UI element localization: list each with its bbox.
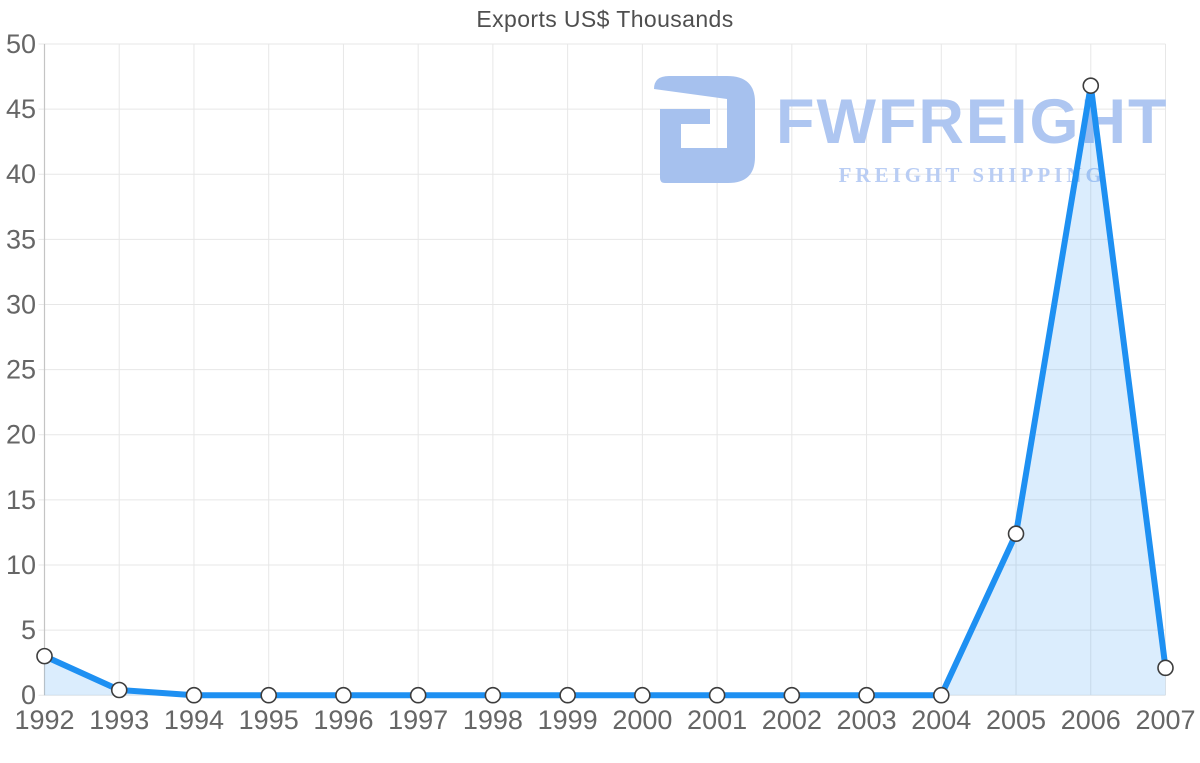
y-axis-label: 35 xyxy=(6,224,36,254)
x-axis-label: 1993 xyxy=(89,705,149,735)
y-axis-label: 30 xyxy=(6,289,36,319)
x-axis-label: 1997 xyxy=(388,705,448,735)
y-axis-label: 15 xyxy=(6,485,36,515)
x-axis-label: 1995 xyxy=(239,705,299,735)
data-point-marker-2002[interactable] xyxy=(783,686,801,704)
y-axis-label: 45 xyxy=(6,94,36,124)
x-axis-label: 1999 xyxy=(538,705,598,735)
x-axis-label: 1994 xyxy=(164,705,224,735)
x-axis-label: 1996 xyxy=(313,705,373,735)
data-point-marker-1999[interactable] xyxy=(559,686,576,704)
x-axis-label: 2000 xyxy=(612,705,672,735)
y-axis-label: 40 xyxy=(6,159,36,189)
x-axis-label: 2004 xyxy=(911,705,971,735)
data-point-marker-2005[interactable] xyxy=(1007,525,1025,543)
y-axis-label: 5 xyxy=(21,615,36,645)
data-point-marker-2000[interactable] xyxy=(634,686,651,704)
data-point-marker-1993[interactable] xyxy=(110,681,128,699)
x-axis-label: 1998 xyxy=(463,705,523,735)
y-axis-label: 25 xyxy=(6,355,36,385)
x-axis-label: 2002 xyxy=(762,705,822,735)
x-axis-label: 2005 xyxy=(986,705,1046,735)
x-axis-label: 2007 xyxy=(1135,705,1195,735)
data-point-marker-1998[interactable] xyxy=(484,686,502,704)
data-point-marker-1992[interactable] xyxy=(36,647,53,665)
y-axis-label: 10 xyxy=(6,550,36,580)
data-point-marker-2006[interactable] xyxy=(1082,77,1100,94)
data-point-marker-1995[interactable] xyxy=(260,686,278,704)
y-axis-label: 0 xyxy=(21,680,36,710)
x-axis-label: 2001 xyxy=(687,705,747,735)
data-point-marker-1996[interactable] xyxy=(335,686,352,704)
chart-title: Exports US$ Thousands xyxy=(476,6,734,32)
x-axis-label: 2003 xyxy=(837,705,897,735)
data-point-marker-2004[interactable] xyxy=(932,686,950,704)
x-axis-label: 2006 xyxy=(1061,705,1121,735)
data-point-marker-2001[interactable] xyxy=(708,686,726,704)
y-axis-label: 50 xyxy=(6,29,36,59)
data-point-marker-1994[interactable] xyxy=(185,686,203,704)
data-point-marker-2003[interactable] xyxy=(858,686,875,704)
data-point-marker-1997[interactable] xyxy=(409,686,427,704)
y-axis-label: 20 xyxy=(6,420,36,450)
data-point-marker-2007[interactable] xyxy=(1157,659,1174,677)
x-axis-label: 1992 xyxy=(14,705,74,735)
